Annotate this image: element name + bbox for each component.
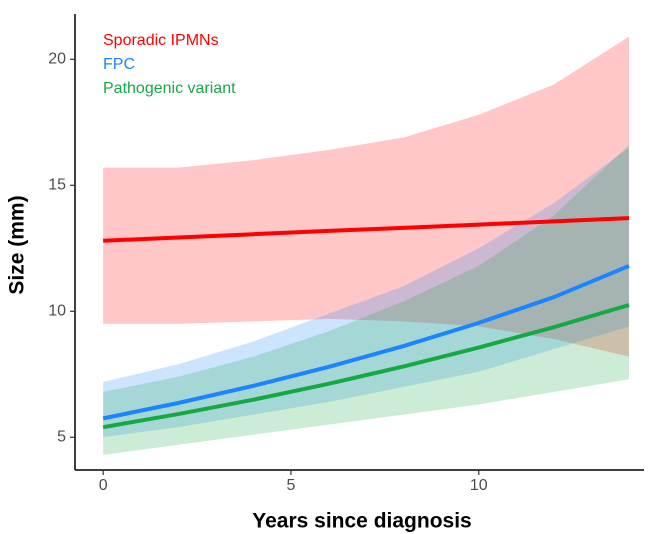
legend-label: FPC — [103, 56, 135, 73]
legend-label: Sporadic IPMNs — [103, 32, 219, 49]
confidence-band — [103, 147, 629, 438]
line — [103, 216, 630, 243]
confidence-band — [103, 145, 629, 455]
line — [102, 303, 630, 430]
x-tick-label: 10 — [470, 477, 488, 494]
x-tick-label: 0 — [99, 477, 108, 494]
x-tick-label: 5 — [287, 477, 296, 494]
y-tick-label: 5 — [57, 428, 66, 445]
y-tick-label: 20 — [48, 51, 66, 68]
y-axis-title: Size (mm) — [6, 195, 29, 294]
line — [102, 264, 630, 421]
legend-label: Pathogenic variant — [103, 80, 236, 97]
y-tick-label: 15 — [48, 177, 66, 194]
x-axis-title: Years since diagnosis — [252, 510, 471, 533]
confidence-band — [103, 36, 629, 357]
y-tick-label: 10 — [48, 303, 66, 320]
